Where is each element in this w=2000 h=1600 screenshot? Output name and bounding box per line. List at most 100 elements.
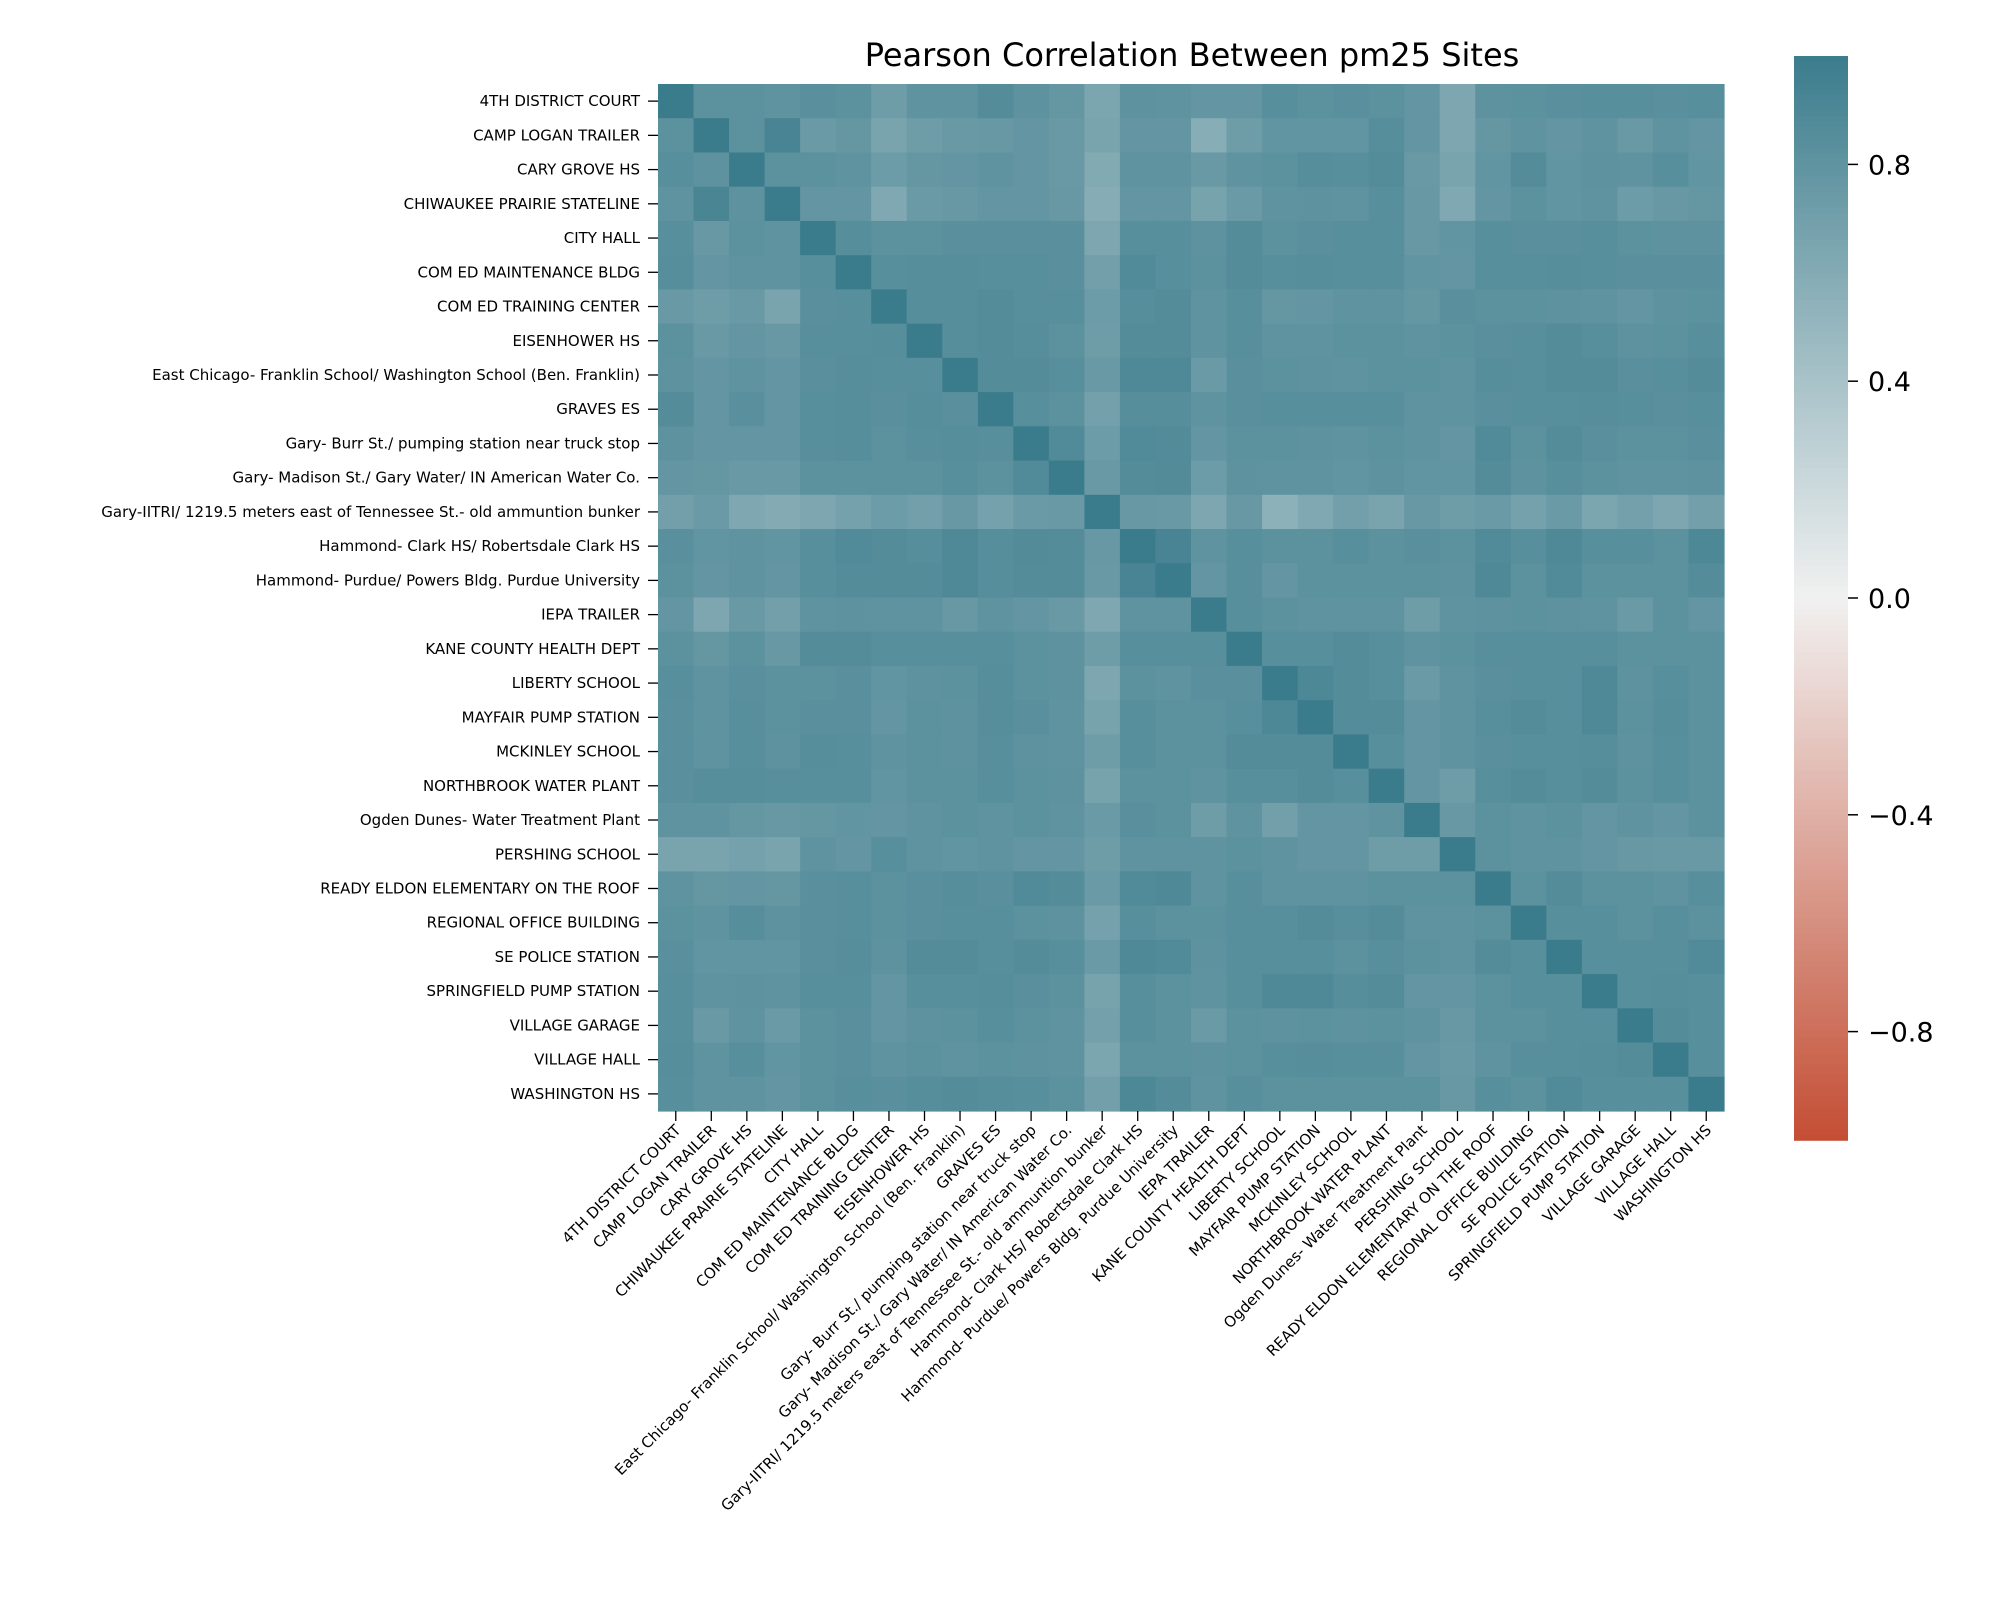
- heatmap-cell: [977, 255, 1014, 290]
- heatmap-cell: [693, 768, 730, 804]
- colorbar-segment: [1794, 1096, 1848, 1103]
- heatmap-cell: [658, 460, 695, 496]
- heatmap-cell: [1404, 1008, 1441, 1044]
- heatmap-cell: [977, 529, 1014, 564]
- heatmap-cell: [871, 905, 908, 941]
- colorbar-segment: [1794, 516, 1848, 523]
- heatmap-cell: [1581, 118, 1618, 154]
- heatmap-cell: [693, 563, 730, 599]
- heatmap-cell: [906, 426, 943, 462]
- heatmap-cell: [835, 1008, 872, 1044]
- heatmap-cell: [1119, 529, 1157, 564]
- heatmap-cell: [1617, 357, 1654, 393]
- heatmap-cell: [1475, 529, 1512, 564]
- heatmap-cell: [1048, 529, 1085, 564]
- colorbar-segment: [1794, 261, 1848, 269]
- heatmap-cell: [1439, 220, 1476, 256]
- colorbar-segment: [1794, 841, 1848, 849]
- colorbar-segment: [1794, 110, 1848, 117]
- heatmap-cell: [1262, 700, 1299, 736]
- heatmap-cell: [906, 289, 943, 325]
- y-tick-label: SPRINGFIELD PUMP STATION: [427, 982, 640, 1000]
- heatmap-cell: [977, 974, 1014, 1009]
- heatmap-cell: [1652, 1008, 1690, 1044]
- colorbar-segment: [1794, 874, 1848, 881]
- heatmap-cell: [1439, 563, 1476, 599]
- heatmap-cell: [942, 1008, 979, 1044]
- heatmap-cell: [1439, 289, 1476, 325]
- heatmap-cell: [1155, 460, 1192, 496]
- colorbar-segment: [1794, 1047, 1848, 1055]
- colorbar-segment: [1794, 337, 1848, 345]
- heatmap-cell: [942, 802, 979, 838]
- heatmap-cell: [1262, 665, 1299, 701]
- colorbar-segment: [1794, 381, 1848, 388]
- colorbar-segment: [1794, 240, 1848, 247]
- heatmap-cell: [1475, 631, 1512, 667]
- heatmap-cell: [1013, 734, 1050, 770]
- heatmap-cell: [1297, 1042, 1334, 1078]
- heatmap-cell: [1368, 152, 1405, 188]
- heatmap-cell: [1084, 529, 1121, 564]
- colorbar-segment: [1794, 560, 1848, 567]
- y-tick-label: Ogden Dunes- Water Treatment Plant: [360, 811, 640, 829]
- colorbar-segment: [1794, 505, 1848, 513]
- chart-title: Pearson Correlation Between pm25 Sites: [865, 36, 1520, 74]
- heatmap-cell: [1191, 152, 1228, 188]
- heatmap-cell: [1546, 563, 1583, 599]
- colorbar-segment: [1794, 77, 1848, 84]
- colorbar-segment: [1794, 224, 1848, 231]
- heatmap-cell: [906, 939, 943, 975]
- heatmap-cell: [1368, 768, 1405, 804]
- heatmap-cell: [1262, 529, 1299, 564]
- heatmap-cell: [729, 357, 766, 393]
- heatmap-cell: [693, 323, 730, 359]
- colorbar-segment: [1794, 793, 1848, 800]
- heatmap-cell: [764, 460, 801, 496]
- heatmap-cell: [1688, 802, 1725, 838]
- heatmap-cell: [1119, 392, 1157, 427]
- heatmap-cell: [1546, 460, 1583, 496]
- heatmap-cell: [1368, 905, 1405, 941]
- heatmap-cell: [1546, 665, 1583, 701]
- heatmap-cell: [800, 1076, 837, 1112]
- heatmap-cell: [835, 392, 872, 427]
- heatmap-cell: [1119, 939, 1157, 975]
- colorbar-segment: [1794, 912, 1848, 919]
- heatmap-cell: [1439, 665, 1476, 701]
- heatmap-cell: [1404, 323, 1441, 359]
- heatmap-cell: [871, 494, 908, 530]
- heatmap-cell: [1013, 494, 1050, 530]
- heatmap-cell: [1262, 152, 1299, 188]
- heatmap-cell: [800, 768, 837, 804]
- colorbar-segment: [1794, 993, 1848, 1000]
- heatmap-cell: [693, 1008, 730, 1044]
- heatmap-cell: [1688, 323, 1725, 359]
- heatmap-cell: [1013, 84, 1050, 119]
- heatmap-cell: [1297, 700, 1334, 736]
- heatmap-cell: [729, 186, 766, 222]
- heatmap-cell: [1404, 939, 1441, 975]
- heatmap-cell: [764, 255, 801, 290]
- heatmap-cell: [1155, 392, 1192, 427]
- colorbar-segment: [1794, 1123, 1848, 1130]
- colorbar-segment: [1794, 820, 1848, 827]
- heatmap-cell: [835, 905, 872, 941]
- heatmap-cell: [1581, 837, 1618, 872]
- heatmap-cell: [871, 426, 908, 462]
- heatmap-cell: [1048, 974, 1085, 1009]
- colorbar-segment: [1794, 370, 1848, 377]
- heatmap-cell: [1439, 597, 1476, 633]
- heatmap-cell: [1617, 426, 1654, 462]
- heatmap-cell: [1688, 529, 1725, 564]
- heatmap-cell: [1688, 837, 1725, 872]
- colorbar-segment: [1794, 532, 1848, 540]
- colorbar-segment: [1794, 1102, 1848, 1109]
- heatmap-cell: [835, 768, 872, 804]
- colorbar-segment: [1794, 251, 1848, 258]
- heatmap-cell: [1688, 357, 1725, 393]
- heatmap-cell: [871, 255, 908, 290]
- heatmap-cell: [764, 186, 801, 222]
- heatmap-cell: [1084, 905, 1121, 941]
- heatmap-cell: [1048, 597, 1085, 633]
